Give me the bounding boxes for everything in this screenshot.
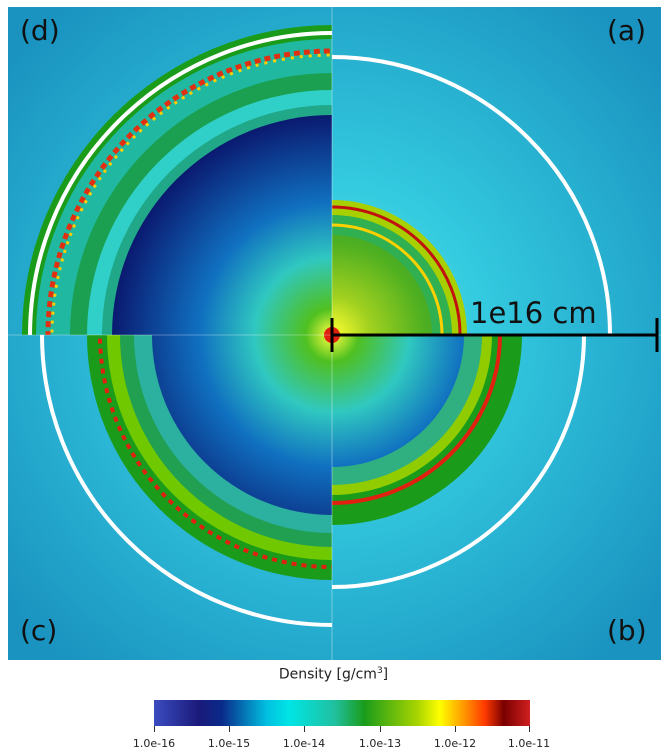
scale-label: 1e16 cm (470, 296, 597, 330)
colorbar-tick-label: 1.0e-16 (132, 737, 176, 750)
panel-label-b: (b) (607, 614, 647, 647)
scale-bar (330, 318, 659, 352)
colorbar-tickmark (154, 726, 155, 732)
quadrant-b (332, 335, 586, 589)
quadrant-d (22, 25, 332, 335)
colorbar (154, 700, 530, 726)
colorbar-tick-label: 1.0e-13 (358, 737, 402, 750)
colorbar-tickmark (529, 726, 530, 732)
quadrant-c (40, 335, 332, 627)
panel-label-d: (d) (20, 14, 60, 47)
panel-label-a: (a) (607, 14, 647, 47)
colorbar-tick-label: 1.0e-15 (207, 737, 251, 750)
colorbar-tickmark (455, 726, 456, 732)
colorbar-title: Density [g/cm3] (278, 666, 389, 683)
quadrant-a (332, 55, 612, 335)
colorbar-tickmark (304, 726, 305, 732)
colorbar-tickmark (229, 726, 230, 732)
colorbar-tick-label: 1.0e-12 (433, 737, 477, 750)
colorbar-tick-label: 1.0e-11 (507, 737, 551, 750)
panel-label-c: (c) (20, 614, 58, 647)
colorbar-tick-label: 1.0e-14 (282, 737, 326, 750)
colorbar-tickmark (380, 726, 381, 732)
simulation-image (8, 7, 661, 660)
